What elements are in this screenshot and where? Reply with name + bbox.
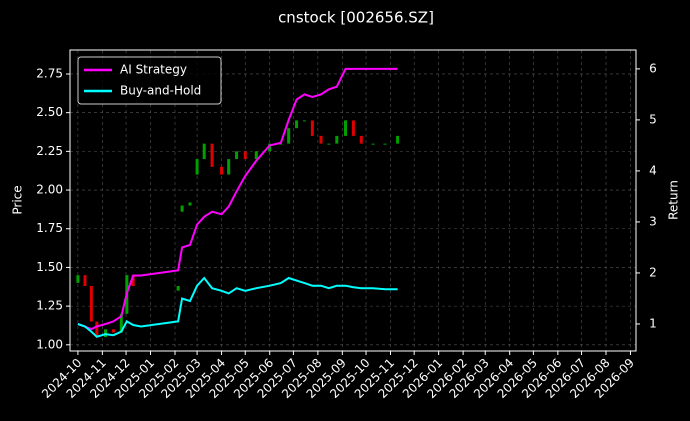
candle: [396, 135, 400, 144]
candle: [220, 166, 224, 175]
legend-label: Buy-and-Hold: [120, 84, 201, 98]
y-tick-label: 2.75: [36, 66, 63, 80]
candle: [76, 275, 80, 283]
candle: [319, 135, 323, 144]
y-tick-label: 2.25: [36, 144, 63, 158]
candle: [180, 205, 184, 212]
candle: [227, 159, 231, 175]
candle: [83, 275, 87, 287]
candle: [310, 120, 314, 136]
candle: [89, 286, 93, 322]
candle: [254, 151, 258, 160]
y2-tick-label: 3: [649, 214, 657, 228]
candle: [119, 313, 123, 333]
candle: [351, 120, 355, 136]
plot-frame: [69, 49, 637, 352]
candle: [176, 286, 180, 291]
legend-box: [77, 56, 222, 105]
candle: [302, 120, 306, 122]
candle: [131, 275, 135, 287]
y-tick-label: 1.50: [36, 260, 63, 274]
y-tick-label: 1.75: [36, 221, 63, 235]
candle: [371, 143, 375, 145]
candle: [295, 120, 299, 129]
y-tick-label: 2.00: [36, 183, 63, 197]
y2-tick-label: 4: [649, 163, 657, 177]
candle: [202, 143, 206, 160]
candle: [335, 135, 339, 144]
candle: [344, 120, 348, 136]
y2-tick-label: 1: [649, 316, 657, 330]
candle: [287, 128, 291, 144]
candle: [243, 151, 247, 160]
candle: [268, 143, 272, 152]
candle: [95, 321, 99, 338]
y-tick-label: 2.50: [36, 105, 63, 119]
y-axis-label: Price: [11, 185, 25, 214]
candle: [279, 143, 283, 145]
y-tick-label: 1.25: [36, 299, 63, 313]
y2-tick-label: 6: [649, 61, 657, 75]
candle: [210, 143, 214, 167]
legend-label: AI Strategy: [120, 63, 187, 77]
chart-title: cnstock [002656.SZ]: [278, 9, 434, 27]
candle: [235, 151, 239, 160]
y2-axis-label: Return: [667, 180, 681, 220]
candle: [188, 202, 192, 206]
series-line: [77, 276, 398, 338]
y2-tick-label: 5: [649, 112, 657, 126]
candle: [359, 135, 363, 144]
series-line: [77, 67, 398, 331]
y-tick-label: 1.00: [36, 337, 63, 351]
candle: [111, 329, 115, 333]
candle: [195, 159, 199, 175]
y2-tick-label: 2: [649, 265, 657, 279]
candle: [383, 143, 387, 145]
candle: [327, 143, 331, 145]
